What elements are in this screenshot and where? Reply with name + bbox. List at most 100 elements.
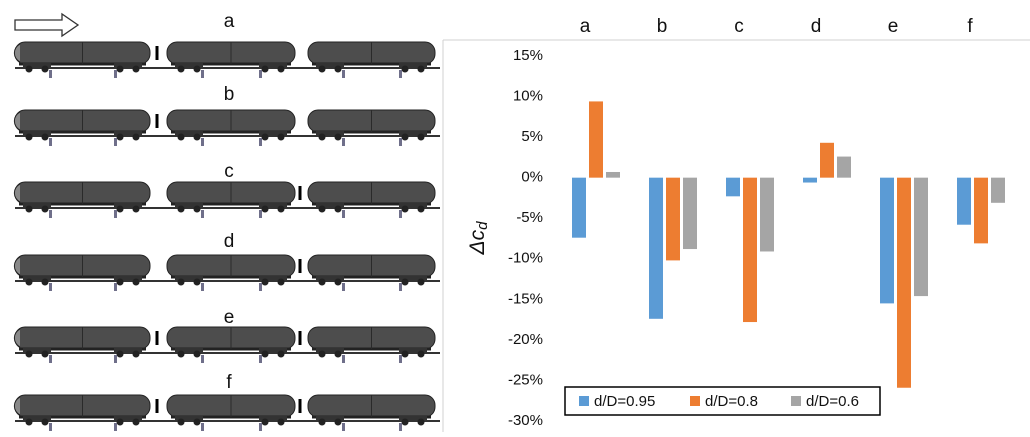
wheel xyxy=(42,206,49,213)
panel-label: a xyxy=(224,11,235,32)
x-category-label: e xyxy=(888,16,899,37)
wheel xyxy=(262,66,269,73)
bar xyxy=(957,178,971,225)
direction-arrow xyxy=(15,14,78,36)
support xyxy=(342,423,345,431)
wheel xyxy=(262,419,269,426)
wheel xyxy=(26,134,33,141)
wheel xyxy=(278,419,285,426)
panel-label: d xyxy=(224,231,235,252)
support xyxy=(49,70,52,78)
legend-swatch xyxy=(579,396,589,406)
wheel xyxy=(133,351,140,358)
support xyxy=(399,138,402,146)
y-tick-label: -15% xyxy=(508,290,543,307)
support xyxy=(201,210,204,218)
y-axis-label-sub: d xyxy=(474,221,491,230)
wheel xyxy=(278,66,285,73)
wheel xyxy=(418,351,425,358)
support xyxy=(342,70,345,78)
wheel xyxy=(133,134,140,141)
support xyxy=(49,355,52,363)
wheel xyxy=(194,66,201,73)
nose xyxy=(14,257,20,275)
wheel xyxy=(262,134,269,141)
panel-label: c xyxy=(224,161,234,182)
wheel xyxy=(133,66,140,73)
bar xyxy=(880,178,894,304)
wheel xyxy=(42,66,49,73)
wheel xyxy=(26,351,33,358)
support xyxy=(399,283,402,291)
wheel xyxy=(178,134,185,141)
wheel xyxy=(319,206,326,213)
page: {"chart_data": {"type": "bar", "panels":… xyxy=(0,0,1030,437)
support xyxy=(201,423,204,431)
support xyxy=(399,70,402,78)
wheel xyxy=(262,351,269,358)
wheel xyxy=(117,279,124,286)
support xyxy=(49,423,52,431)
support xyxy=(49,283,52,291)
y-axis-label: Δcd xyxy=(466,221,491,256)
bar xyxy=(897,178,911,388)
wheel xyxy=(42,134,49,141)
wheel xyxy=(42,419,49,426)
wheel xyxy=(319,351,326,358)
bar xyxy=(743,178,757,322)
y-tick-label: 0% xyxy=(521,169,543,186)
wheel xyxy=(418,66,425,73)
bar xyxy=(837,157,851,178)
support xyxy=(399,210,402,218)
y-tick-label: -5% xyxy=(516,209,543,226)
wheel xyxy=(117,419,124,426)
support xyxy=(399,423,402,431)
wheel xyxy=(418,419,425,426)
bar xyxy=(606,172,620,178)
bar xyxy=(803,178,817,183)
wheel xyxy=(133,206,140,213)
wheel xyxy=(117,206,124,213)
y-tick-label: 15% xyxy=(513,47,543,64)
wheel xyxy=(117,134,124,141)
wheel xyxy=(402,279,409,286)
wheel xyxy=(194,206,201,213)
wheel xyxy=(335,279,342,286)
y-tick-label: 10% xyxy=(513,88,543,105)
support xyxy=(114,355,117,363)
wheel xyxy=(418,134,425,141)
bar xyxy=(572,178,586,238)
x-category-label: f xyxy=(967,16,973,37)
wheel xyxy=(335,66,342,73)
nose xyxy=(14,329,20,347)
wheel xyxy=(278,351,285,358)
support xyxy=(201,70,204,78)
wheel xyxy=(319,279,326,286)
wheel xyxy=(319,66,326,73)
wheel xyxy=(335,419,342,426)
support xyxy=(342,210,345,218)
y-tick-label: -20% xyxy=(508,331,543,348)
wheel xyxy=(194,134,201,141)
wheel xyxy=(42,279,49,286)
wheel xyxy=(262,206,269,213)
support xyxy=(201,283,204,291)
wheel xyxy=(418,279,425,286)
support xyxy=(399,355,402,363)
wheel xyxy=(335,206,342,213)
wheel xyxy=(262,279,269,286)
wheel xyxy=(194,279,201,286)
legend-label: d/D=0.6 xyxy=(806,393,859,410)
nose xyxy=(14,112,20,130)
panel-label: b xyxy=(224,84,235,105)
bar xyxy=(974,178,988,244)
wheel xyxy=(178,351,185,358)
support xyxy=(342,138,345,146)
wheel xyxy=(26,206,33,213)
wheel xyxy=(194,351,201,358)
wheel xyxy=(26,66,33,73)
x-category-label: c xyxy=(734,16,744,37)
x-category-label: d xyxy=(811,16,822,37)
